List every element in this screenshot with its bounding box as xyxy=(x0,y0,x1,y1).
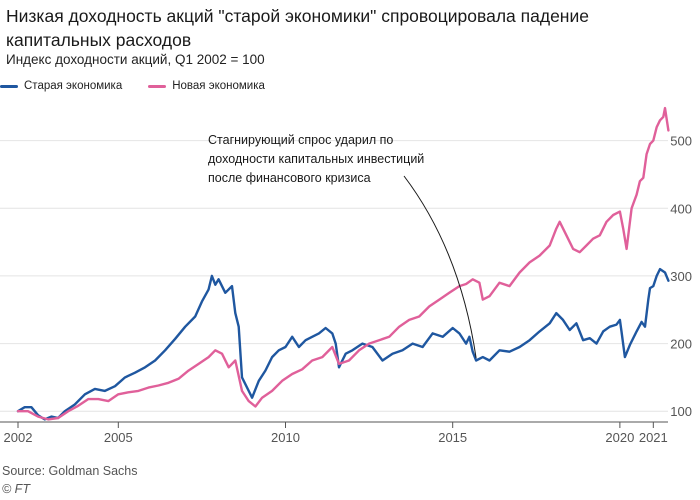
y-tick-label-500: 500 xyxy=(670,134,692,149)
legend-item-old-economy: Старая экономика xyxy=(0,80,122,92)
chart-title: Низкая доходность акций "старой экономик… xyxy=(6,6,589,50)
legend-swatch-new-economy xyxy=(148,84,167,88)
annotation: Стагнирующий спрос ударил по доходности к… xyxy=(208,133,477,358)
annotation-pointer xyxy=(403,175,477,358)
y-tick-label-200: 200 xyxy=(670,337,692,352)
legend-label-old-economy: Старая экономика xyxy=(24,80,123,92)
source-note: Source: Goldman Sachs xyxy=(2,464,138,478)
legend-label-new-economy: Новая экономика xyxy=(172,80,265,92)
annotation-text-line-3: после финансового кризиса xyxy=(208,171,371,185)
y-tick-label-100: 100 xyxy=(670,404,692,419)
chart-subtitle: Индекс доходности акций, Q1 2002 = 100 xyxy=(6,52,265,67)
series-line-old-economy xyxy=(16,267,670,421)
x-tick-label-2005: 2005 xyxy=(104,430,133,445)
y-tick-label-300: 300 xyxy=(670,269,692,284)
legend-item-new-economy: Новая экономика xyxy=(148,80,265,92)
annotation-text-line-2: доходности капитальных инвестиций xyxy=(208,152,424,166)
ft-credit: © FT xyxy=(2,482,30,496)
series-lines xyxy=(16,106,670,421)
gridlines xyxy=(0,140,668,412)
x-tick-label-2015: 2015 xyxy=(438,430,467,445)
x-tick-label-2010: 2010 xyxy=(271,430,300,445)
annotation-text-line-1: Стагнирующий спрос ударил по xyxy=(208,133,393,147)
line-chart: 2002 2005 2010 2015 2020 2021 100 200 300 400 500… xyxy=(0,106,692,445)
x-tick-label-2020: 2020 xyxy=(605,430,634,445)
series-line-new-economy xyxy=(16,106,670,421)
x-tick-label-2002: 2002 xyxy=(4,430,33,445)
y-tick-label-400: 400 xyxy=(670,201,692,216)
x-tick-label-2021: 2021 xyxy=(639,430,668,445)
x-axis: 2002 2005 2010 2015 2020 2021 xyxy=(0,421,668,445)
legend: Старая экономика Новая экономика xyxy=(0,80,291,92)
y-axis: 100 200 300 400 500 xyxy=(670,134,692,420)
legend-swatch-old-economy xyxy=(0,84,18,88)
